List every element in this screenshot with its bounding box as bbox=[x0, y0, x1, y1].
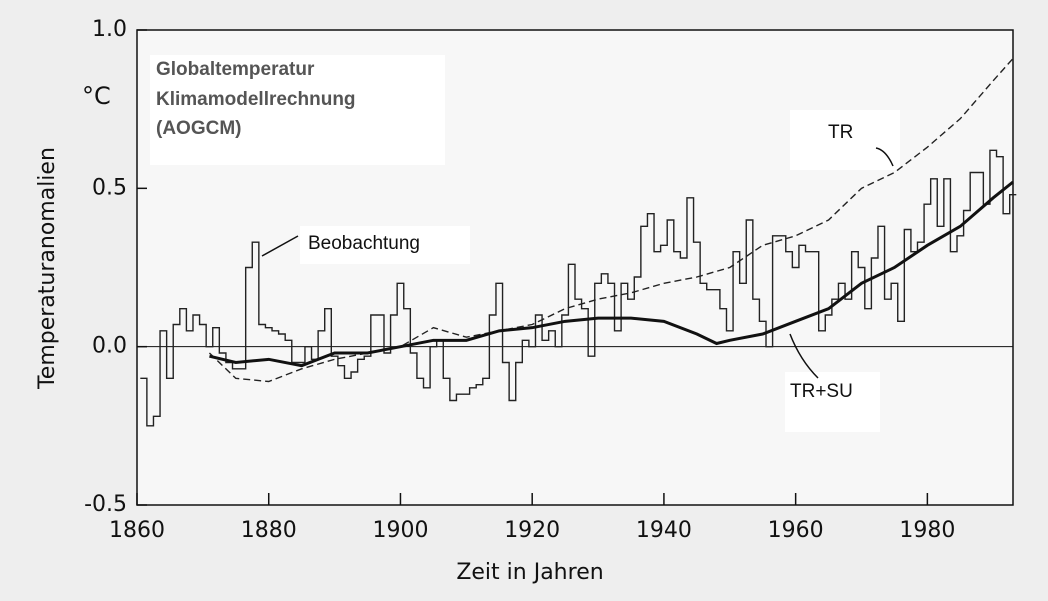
series-label: TR bbox=[828, 122, 853, 143]
series-label: Beobachtung bbox=[308, 233, 420, 254]
chart-title: Klimamodellrechnung bbox=[156, 89, 356, 110]
callout-arrow bbox=[261, 235, 299, 257]
series-line bbox=[208, 58, 1014, 383]
label-box bbox=[790, 110, 900, 170]
title-box bbox=[150, 55, 445, 165]
series-label: TR+SU bbox=[790, 381, 853, 402]
y-tick-label: -0.5 bbox=[84, 492, 127, 517]
callout-arrow bbox=[789, 333, 819, 379]
x-tick-label: 1940 bbox=[636, 518, 692, 543]
y-tick-label: 0.5 bbox=[92, 175, 127, 200]
series-line bbox=[140, 149, 1017, 427]
y-tick-label: 0.0 bbox=[92, 334, 127, 359]
chart-title: (AOGCM) bbox=[156, 118, 241, 139]
x-tick-label: 1920 bbox=[504, 518, 560, 543]
x-tick-label: 1960 bbox=[768, 518, 824, 543]
label-box bbox=[300, 226, 470, 264]
chart-title: Globaltemperatur bbox=[156, 59, 315, 80]
x-axis-label: Zeit in Jahren bbox=[456, 560, 603, 585]
y-unit: °C bbox=[82, 82, 111, 110]
label-box bbox=[785, 372, 880, 432]
x-tick-label: 1900 bbox=[372, 518, 428, 543]
y-tick-label: 1.0 bbox=[92, 17, 127, 42]
x-tick-label: 1880 bbox=[241, 518, 297, 543]
y-axis-label: Temperaturanomalien bbox=[35, 147, 60, 390]
series-line bbox=[209, 180, 1014, 368]
callout-arrow bbox=[875, 147, 894, 167]
x-tick-label: 1860 bbox=[109, 518, 165, 543]
x-tick-label: 1980 bbox=[899, 518, 955, 543]
